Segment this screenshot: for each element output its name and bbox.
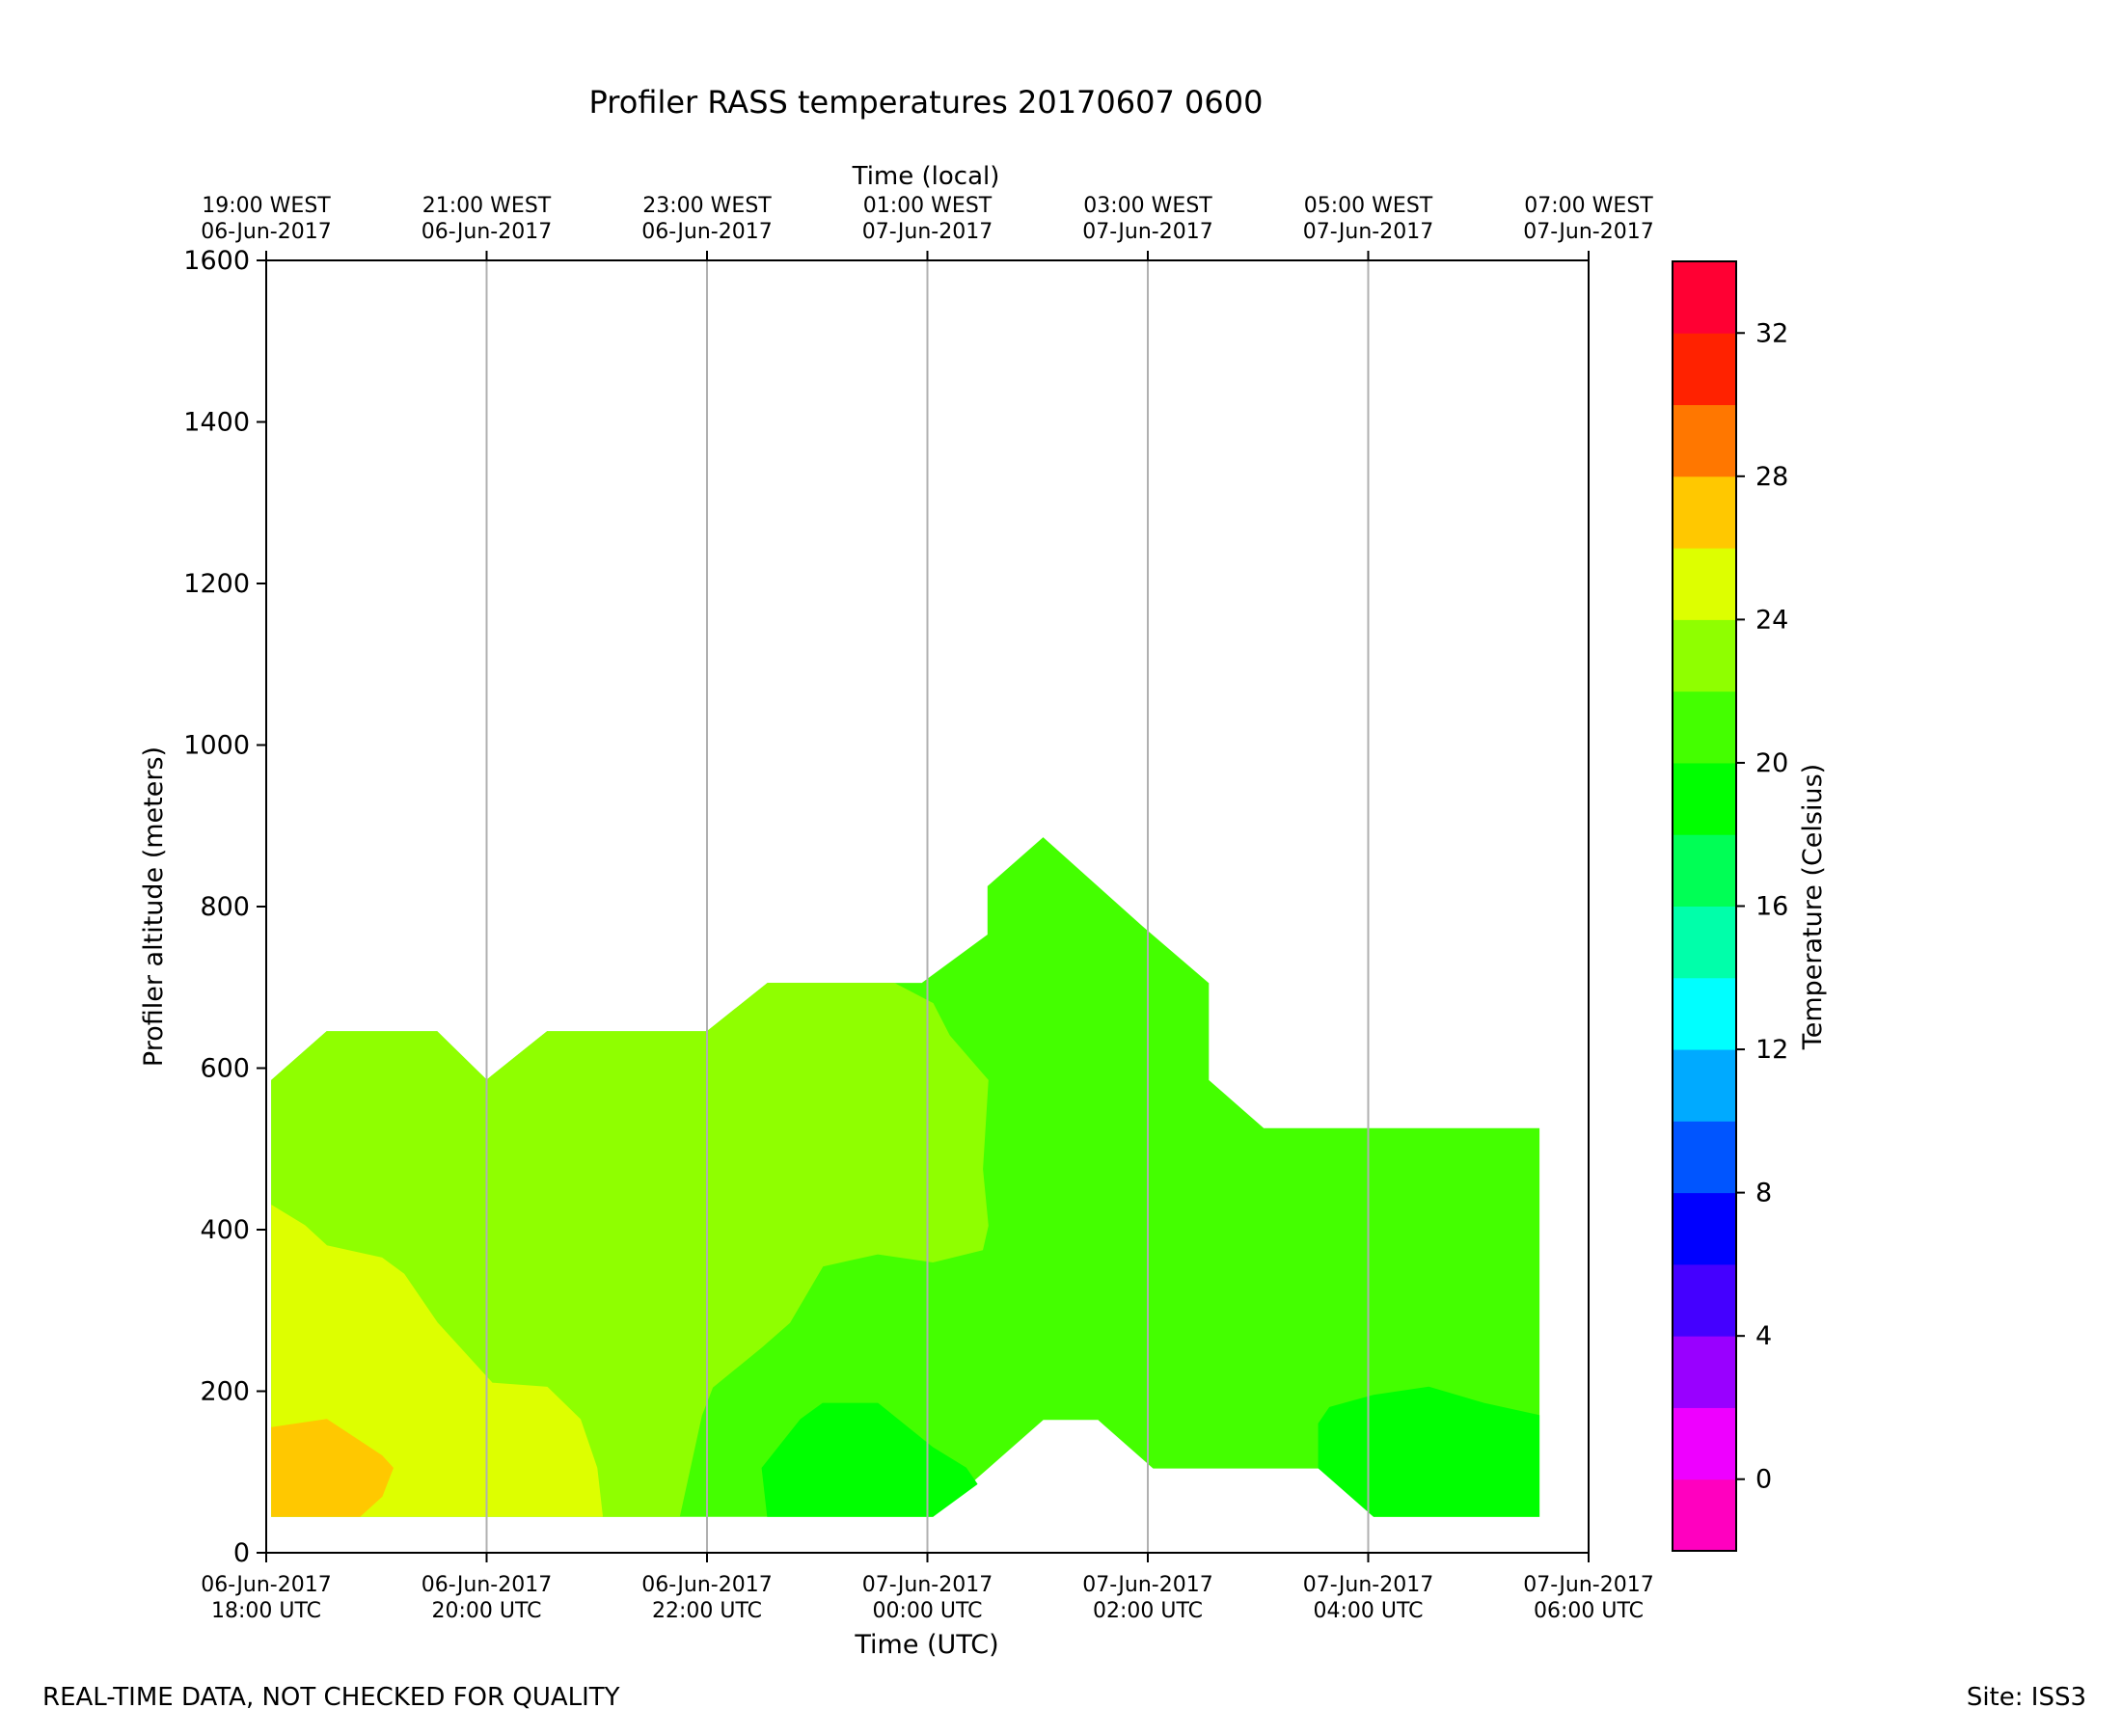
quality-disclaimer: REAL-TIME DATA, NOT CHECKED FOR QUALITY — [42, 1683, 620, 1712]
top-tick-label-6: 07:00 WEST 07-Jun-2017 — [1523, 194, 1653, 244]
y-tick-label-2: 400 — [200, 1215, 250, 1245]
y-tick-label-8: 1600 — [183, 246, 250, 276]
top-tick-label-5: 05:00 WEST 07-Jun-2017 — [1303, 194, 1433, 244]
colorbar-tick-label-8: 32 — [1755, 318, 1788, 348]
contour-region-6 — [1318, 1386, 1540, 1517]
colorbar-bin-7 — [1673, 977, 1736, 1050]
colorbar-tick-label-2: 8 — [1755, 1179, 1772, 1208]
chart-title: Profiler RASS temperatures 20170607 0600 — [589, 84, 1264, 121]
top-tick-label-2: 23:00 WEST 06-Jun-2017 — [641, 194, 772, 244]
x-tick-label-0: 06-Jun-2017 18:00 UTC — [201, 1573, 331, 1623]
y-tick-label-7: 1400 — [183, 408, 250, 438]
colorbar-label: Temperature (Celsius) — [1798, 764, 1828, 1050]
vertical-gridlines — [485, 260, 1370, 1553]
contour-regions — [271, 837, 1540, 1517]
x-tick-label-1: 06-Jun-2017 20:00 UTC — [422, 1573, 552, 1623]
colorbar-bin-12 — [1673, 619, 1736, 692]
top-tick-label-1: 21:00 WEST 06-Jun-2017 — [422, 194, 552, 244]
top-tick-label-4: 03:00 WEST 07-Jun-2017 — [1082, 194, 1212, 244]
top-axis-label: Time (local) — [852, 162, 1000, 191]
colorbar-tick-label-7: 28 — [1755, 462, 1788, 492]
colorbar-tick-label-5: 20 — [1755, 748, 1788, 778]
x-tick-label-6: 07-Jun-2017 06:00 UTC — [1523, 1573, 1653, 1623]
colorbar-bin-14 — [1673, 475, 1736, 549]
colorbar-bin-4 — [1673, 1192, 1736, 1265]
x-tick-label-2: 06-Jun-2017 22:00 UTC — [641, 1573, 772, 1623]
colorbar-bin-15 — [1673, 404, 1736, 477]
y-tick-label-6: 1200 — [183, 569, 250, 599]
y-tick-label-5: 1000 — [183, 731, 250, 761]
y-tick-label-4: 800 — [200, 892, 250, 922]
colorbar-tick-label-4: 16 — [1755, 892, 1788, 922]
colorbar-bin-10 — [1673, 762, 1736, 835]
colorbar-bin-5 — [1673, 1121, 1736, 1194]
colorbar-bin-2 — [1673, 1336, 1736, 1408]
x-axis-label: Time (UTC) — [854, 1630, 998, 1660]
colorbar-bin-13 — [1673, 548, 1736, 620]
colorbar-bin-6 — [1673, 1049, 1736, 1122]
x-tick-label-5: 07-Jun-2017 04:00 UTC — [1303, 1573, 1433, 1623]
colorbar-bin-0 — [1673, 1478, 1736, 1552]
y-tick-label-0: 0 — [233, 1538, 250, 1568]
contour-region-5 — [761, 1402, 978, 1517]
axes: 06-Jun-2017 18:00 UTC 06-Jun-2017 20:00 UTC… — [183, 194, 1653, 1623]
colorbar-bin-3 — [1673, 1263, 1736, 1337]
colorbar-bin-9 — [1673, 834, 1736, 907]
colorbar-tick-label-3: 12 — [1755, 1035, 1788, 1065]
x-tick-label-3: 07-Jun-2017 00:00 UTC — [862, 1573, 993, 1623]
top-tick-label-3: 01:00 WEST 07-Jun-2017 — [862, 194, 993, 244]
contour-region-4 — [271, 1419, 394, 1517]
colorbar: 0 4 8 12 16 20 24 28 32 — [1672, 260, 1788, 1552]
colorbar-tick-label-6: 24 — [1755, 605, 1788, 635]
y-tick-label-1: 200 — [200, 1377, 250, 1407]
site-label: Site: ISS3 — [1966, 1683, 2086, 1712]
y-axis-label: Profiler altitude (meters) — [139, 746, 169, 1067]
colorbar-bin-16 — [1673, 333, 1736, 406]
colorbar-bin-8 — [1673, 906, 1736, 979]
colorbar-tick-label-1: 4 — [1755, 1321, 1772, 1351]
colorbar-bin-1 — [1673, 1407, 1736, 1480]
colorbar-tick-label-0: 0 — [1755, 1465, 1772, 1495]
top-tick-label-0: 19:00 WEST 06-Jun-2017 — [201, 194, 331, 244]
x-tick-label-4: 07-Jun-2017 02:00 UTC — [1082, 1573, 1212, 1623]
colorbar-bin-11 — [1673, 691, 1736, 764]
colorbar-bin-17 — [1673, 261, 1736, 334]
y-tick-label-3: 600 — [200, 1054, 250, 1084]
